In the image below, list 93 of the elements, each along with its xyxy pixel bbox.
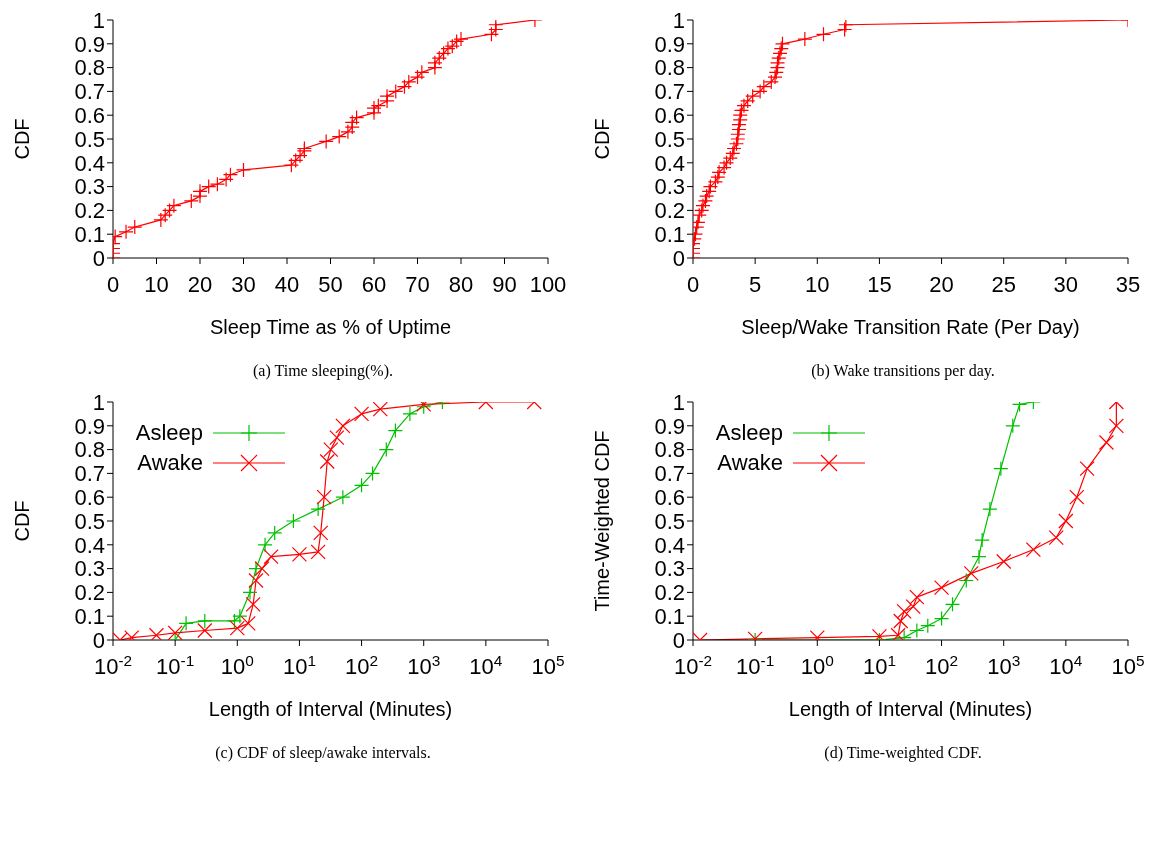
y-tick-label: 0.4 — [654, 150, 685, 176]
y-tick-label: 0.5 — [654, 508, 685, 534]
y-tick-label: 0.1 — [654, 222, 685, 248]
y-tick-label: 0.2 — [654, 580, 685, 606]
y-tick-label: 0.7 — [654, 79, 685, 105]
y-tick-label: 0.8 — [74, 437, 105, 463]
y-tick-label: 0.7 — [74, 79, 105, 105]
y-tick-label: 1 — [672, 7, 685, 33]
x-axis-title: Length of Interval (Minutes) — [208, 698, 453, 720]
text: (a) Time sleeping(%). — [252, 362, 394, 380]
x-tick-label: 10$^{1}$ — [862, 651, 896, 679]
x-tick-label: 25 — [991, 272, 1016, 297]
x-tick-label: 80 — [448, 272, 474, 297]
y-tick-label: 0 — [92, 627, 105, 653]
x-tick-label: 10$^{5}$ — [531, 651, 565, 679]
x-axis-title: Sleep/Wake Transition Rate (Per Day) — [741, 316, 1080, 338]
legend-label: Awake — [136, 450, 203, 476]
x-tick-label: 10$^{5}$ — [1111, 651, 1145, 679]
y-tick-label: 0.6 — [654, 485, 685, 511]
y-tick-label: 0.3 — [654, 174, 685, 200]
x-tick-label: 20 — [187, 272, 213, 297]
x-tick-label: 90 — [492, 272, 517, 297]
y-tick-label: 0.9 — [74, 413, 105, 439]
x-tick-label: 50 — [318, 272, 343, 297]
y-tick-label: 0 — [92, 245, 105, 271]
legend-label: Asleep — [714, 420, 783, 446]
y-tick-label: 0.8 — [654, 55, 685, 81]
y-tick-label: 0.8 — [654, 437, 685, 463]
x-tick-label: 10$^{4}$ — [469, 651, 503, 679]
y-tick-label: 0.9 — [74, 31, 105, 57]
x-tick-label: 10 — [805, 272, 830, 297]
y-tick-label: 1 — [92, 7, 105, 33]
x-tick-label: 30 — [1053, 272, 1079, 297]
y-tick-label: 0.3 — [74, 174, 105, 200]
x-tick-label: 70 — [405, 272, 430, 297]
text: (c) CDF of sleep/awake intervals. — [214, 744, 432, 762]
x-tick-label: 15 — [867, 272, 892, 297]
y-tick-label: 0.9 — [654, 31, 685, 57]
y-tick-label: 0.8 — [74, 55, 105, 81]
y-tick-label: 0.4 — [74, 150, 105, 176]
y-tick-label: 0.4 — [74, 532, 105, 558]
y-tick-label: 0 — [672, 627, 685, 653]
x-tick-label: 10$^{-2}$ — [673, 651, 713, 679]
y-tick-label: 0 — [672, 245, 685, 271]
y-tick-label: 0.5 — [654, 126, 685, 152]
y-tick-label: 0.6 — [74, 485, 105, 511]
x-tick-label: 10$^{3}$ — [987, 651, 1021, 679]
x-tick-label: 10 — [144, 272, 169, 297]
y-tick-label: 0.9 — [654, 413, 685, 439]
y-tick-label: 0.7 — [74, 461, 105, 487]
y-tick-label: 0.7 — [654, 461, 685, 487]
x-tick-label: 60 — [361, 272, 387, 297]
x-tick-label: 10$^{-1}$ — [736, 651, 775, 679]
x-tick-label: 10$^{1}$ — [282, 651, 316, 679]
y-tick-label: 0.6 — [654, 103, 685, 129]
y-tick-label: 0.5 — [74, 508, 105, 534]
y-tick-label: 0.1 — [74, 604, 105, 630]
x-axis-title: Length of Interval (Minutes) — [788, 698, 1033, 720]
x-tick-label: 10$^{4}$ — [1049, 651, 1083, 679]
y-tick-label: 0.6 — [74, 103, 105, 129]
text: (d) Time-weighted CDF. — [823, 744, 983, 762]
y-axis-title: CDF — [11, 500, 34, 542]
y-tick-label: 0.2 — [74, 198, 105, 224]
y-axis-title: CDF — [11, 118, 34, 160]
x-tick-label: 10$^{-1}$ — [156, 651, 195, 679]
y-tick-label: 0.2 — [654, 198, 685, 224]
x-tick-label: 40 — [274, 272, 300, 297]
x-tick-label: 10$^{-2}$ — [93, 651, 133, 679]
y-tick-label: 0.5 — [74, 126, 105, 152]
x-tick-label: 10$^{0}$ — [220, 651, 254, 679]
y-tick-label: 1 — [92, 389, 105, 415]
y-tick-label: 0.1 — [74, 222, 105, 248]
legend-label: Asleep — [134, 420, 203, 446]
y-tick-label: 0.4 — [654, 532, 685, 558]
x-tick-label: 10$^{0}$ — [800, 651, 834, 679]
legend-label: Awake — [716, 450, 783, 476]
x-tick-label: 30 — [231, 272, 256, 297]
y-tick-label: 0.1 — [654, 604, 685, 630]
y-tick-label: 0.2 — [74, 580, 105, 606]
x-tick-label: 35 — [1115, 272, 1141, 297]
y-tick-label: 0.3 — [74, 556, 105, 582]
x-tick-label: 20 — [929, 272, 954, 297]
x-tick-label: 10$^{3}$ — [407, 651, 441, 679]
x-tick-label: 5 — [749, 272, 762, 297]
x-tick-label: 10$^{2}$ — [345, 651, 379, 679]
text: (b) Wake transitions per day. — [810, 362, 996, 380]
x-tick-label: 10$^{2}$ — [925, 651, 959, 679]
y-tick-label: 0.3 — [654, 556, 685, 582]
y-axis-title: CDF — [591, 118, 614, 160]
y-axis-title: Time-Weighted CDF — [591, 430, 614, 612]
x-tick-label: 100 — [529, 272, 567, 297]
y-tick-label: 1 — [672, 389, 685, 415]
x-axis-title: Sleep Time as % of Uptime — [209, 316, 452, 338]
